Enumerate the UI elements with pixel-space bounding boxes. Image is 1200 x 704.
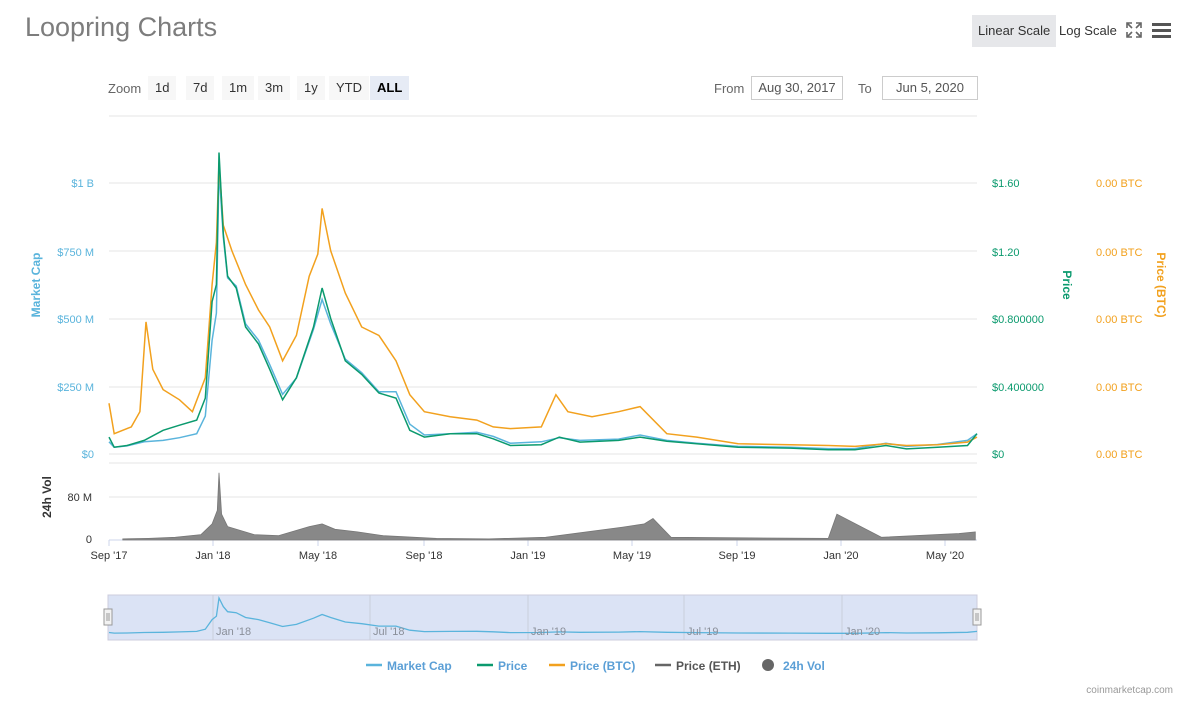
price-tick-4: $1.60	[992, 178, 1020, 190]
zoom-label: Zoom	[108, 81, 142, 96]
mcap-tick-4: $1 B	[71, 178, 94, 190]
from-date-input[interactable]: Aug 30, 2017	[751, 76, 843, 100]
navigator-left-handle[interactable]	[103, 608, 113, 626]
price-tick-3: $1.20	[992, 247, 1020, 259]
navigator[interactable]: Jan '18 Jul '18 Jan '19 Jul '19 Jan '20	[103, 594, 982, 641]
svg-text:Market Cap: Market Cap	[387, 659, 452, 673]
to-date-input[interactable]: Jun 5, 2020	[882, 76, 978, 100]
x-tick-4: Jan '19	[510, 550, 545, 562]
btc-axis-label: Price (BTC)	[1154, 252, 1168, 317]
x-tick-1: Jan '18	[195, 550, 230, 562]
x-tick-5: May '19	[613, 550, 651, 562]
credit-text: coinmarketcap.com	[1086, 685, 1173, 696]
nav-tick-2: Jan '19	[531, 626, 566, 638]
price-tick-1: $0.400000	[992, 382, 1044, 394]
nav-tick-3: Jul '19	[687, 626, 718, 638]
x-tick-7: Jan '20	[823, 550, 858, 562]
btc-tick-3: 0.00 BTC	[1096, 247, 1143, 259]
from-label: From	[714, 81, 745, 96]
fullscreen-icon[interactable]	[1126, 22, 1142, 38]
x-tick-0: Sep '17	[91, 550, 128, 562]
price-line	[108, 152, 978, 451]
legend-price[interactable]: Price	[477, 659, 528, 673]
chart-gridlines	[108, 115, 977, 546]
mcap-tick-2: $500 M	[57, 314, 94, 326]
btc-tick-1: 0.00 BTC	[1096, 382, 1143, 394]
zoom-ytd-button[interactable]: YTD	[329, 76, 369, 100]
vol-tick-0: 0	[86, 534, 92, 546]
svg-text:Price: Price	[498, 659, 528, 673]
btc-tick-0: 0.00 BTC	[1096, 449, 1143, 461]
x-tick-2: May '18	[299, 550, 337, 562]
legend-price-btc[interactable]: Price (BTC)	[549, 659, 635, 673]
page-title: Loopring Charts	[25, 12, 218, 42]
legend-price-eth[interactable]: Price (ETH)	[655, 659, 741, 673]
mcap-tick-3: $750 M	[57, 247, 94, 259]
legend-market-cap[interactable]: Market Cap	[366, 659, 452, 673]
x-tick-3: Sep '18	[406, 550, 443, 562]
hamburger-menu-icon[interactable]	[1152, 22, 1171, 38]
btc-tick-2: 0.00 BTC	[1096, 314, 1143, 326]
price-axis-label: Price	[1060, 270, 1074, 300]
vol-tick-1: 80 M	[68, 492, 92, 504]
x-tick-8: May '20	[926, 550, 964, 562]
zoom-1m-button[interactable]: 1m	[222, 76, 255, 100]
volume-area	[122, 472, 976, 541]
zoom-all-button[interactable]: ALL	[370, 76, 410, 100]
market-cap-line	[108, 169, 978, 450]
nav-tick-4: Jan '20	[845, 626, 880, 638]
legend: Market Cap Price Price (BTC) Price (ETH)…	[366, 659, 825, 673]
navigator-right-handle[interactable]	[972, 608, 982, 626]
linear-scale-button[interactable]: Linear Scale	[972, 15, 1057, 47]
svg-text:Price (BTC): Price (BTC)	[570, 659, 635, 673]
to-label: To	[858, 81, 872, 96]
zoom-3m-button[interactable]: 3m	[258, 76, 291, 100]
mcap-tick-0: $0	[82, 449, 94, 461]
zoom-1y-button[interactable]: 1y	[297, 76, 325, 100]
price-btc-line	[108, 162, 978, 448]
navigator-line	[108, 595, 978, 634]
svg-text:Price (ETH): Price (ETH)	[676, 659, 741, 673]
price-tick-0: $0	[992, 449, 1004, 461]
vol-axis-label: 24h Vol	[40, 476, 54, 518]
zoom-7d-button[interactable]: 7d	[186, 76, 215, 100]
x-tick-6: Sep '19	[719, 550, 756, 562]
mcap-tick-1: $250 M	[57, 382, 94, 394]
price-tick-2: $0.800000	[992, 314, 1044, 326]
zoom-1d-button[interactable]: 1d	[148, 76, 177, 100]
log-scale-button[interactable]: Log Scale	[1059, 23, 1117, 38]
mcap-axis-label: Market Cap	[29, 253, 43, 318]
btc-tick-4: 0.00 BTC	[1096, 178, 1143, 190]
nav-tick-1: Jul '18	[373, 626, 404, 638]
legend-24h-vol[interactable]: 24h Vol	[762, 659, 825, 673]
svg-text:24h Vol: 24h Vol	[783, 659, 825, 673]
nav-tick-0: Jan '18	[216, 626, 251, 638]
